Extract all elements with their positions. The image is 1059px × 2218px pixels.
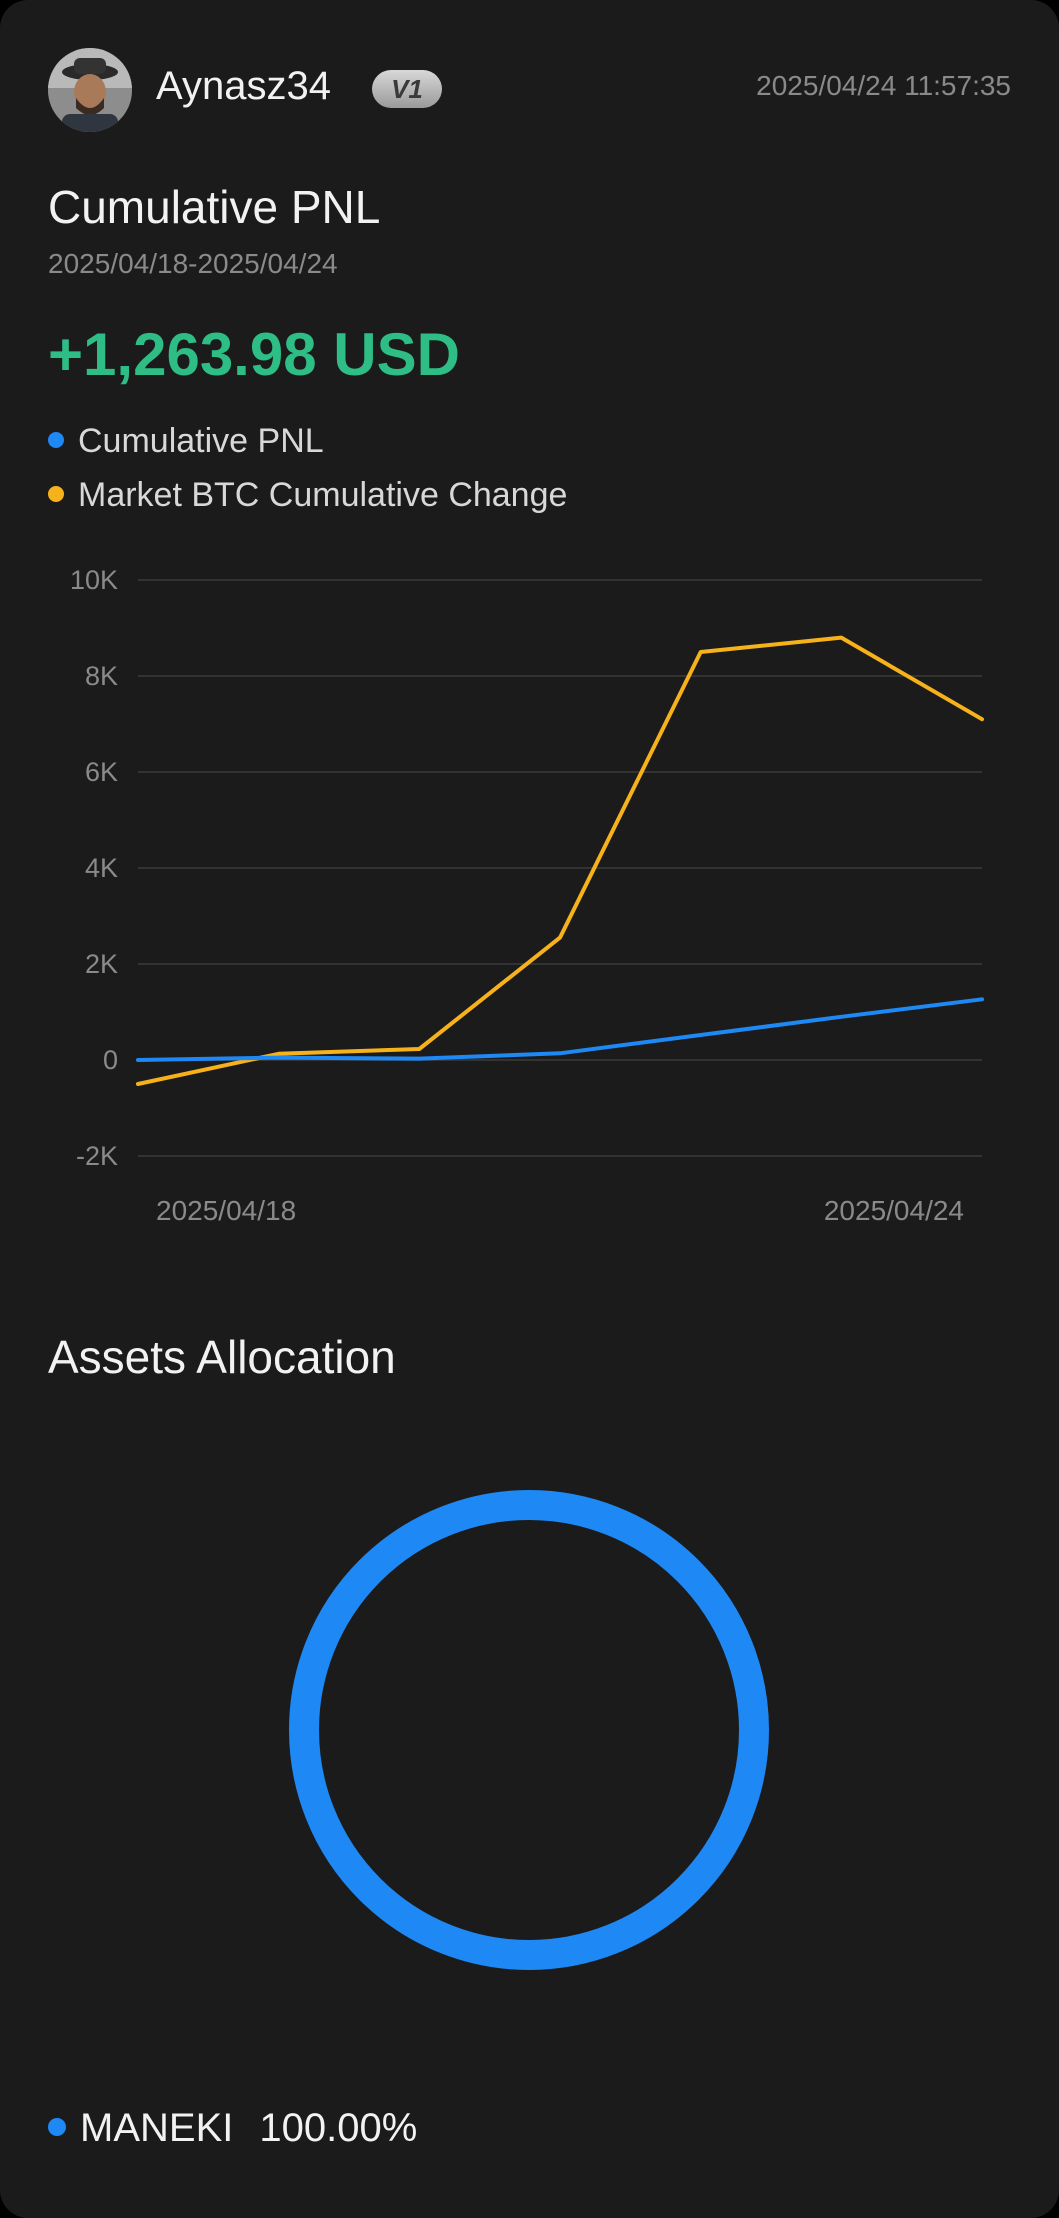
- y-tick-label: 2K: [85, 949, 118, 979]
- asset-dot-icon: [48, 2118, 66, 2137]
- legend-item-btc-change: Market BTC Cumulative Change: [48, 476, 567, 515]
- donut-slice: [289, 1490, 769, 1970]
- y-tick-label: 0: [103, 1045, 118, 1075]
- asset-percent: 100.00%: [259, 2106, 418, 2150]
- pnl-line-chart: -2K 0 2K 4K 6K 8K 10K 2025/04/18 2025/04/24: [70, 565, 984, 1226]
- legend-dot-icon: [48, 486, 64, 503]
- y-tick-label: 4K: [85, 853, 118, 883]
- pnl-date-range: 2025/04/18-2025/04/24: [48, 248, 338, 279]
- y-tick-label: 10K: [70, 565, 118, 595]
- x-tick-label: 2025/04/18: [156, 1195, 296, 1226]
- header: Aynasz34 V1 2025/04/24 11:57:35: [48, 48, 1011, 132]
- y-tick-label: 6K: [85, 757, 118, 787]
- vip-level-badge: V1: [372, 70, 442, 108]
- assets-title: Assets Allocation: [48, 1331, 396, 1383]
- timestamp: 2025/04/24 11:57:35: [756, 70, 1011, 101]
- legend-item-cumulative-pnl: Cumulative PNL: [48, 422, 324, 461]
- pnl-title: Cumulative PNL: [48, 181, 381, 233]
- avatar[interactable]: [48, 48, 132, 132]
- pnl-value: +1,263.98 USD: [48, 321, 460, 388]
- x-tick-label: 2025/04/24: [824, 1195, 964, 1226]
- asset-legend-item: MANEKI 100.00%: [48, 2106, 417, 2151]
- series-line: [136, 635, 984, 1086]
- y-tick-label: -2K: [76, 1141, 118, 1171]
- y-tick-label: 8K: [85, 661, 118, 691]
- series-line: [136, 997, 984, 1062]
- legend-dot-icon: [48, 432, 64, 449]
- legend-label: Market BTC Cumulative Change: [78, 476, 568, 514]
- username: Aynasz34: [156, 64, 331, 108]
- asset-name: MANEKI: [80, 2106, 234, 2150]
- legend-label: Cumulative PNL: [78, 422, 324, 460]
- assets-donut-chart: [289, 1490, 769, 1970]
